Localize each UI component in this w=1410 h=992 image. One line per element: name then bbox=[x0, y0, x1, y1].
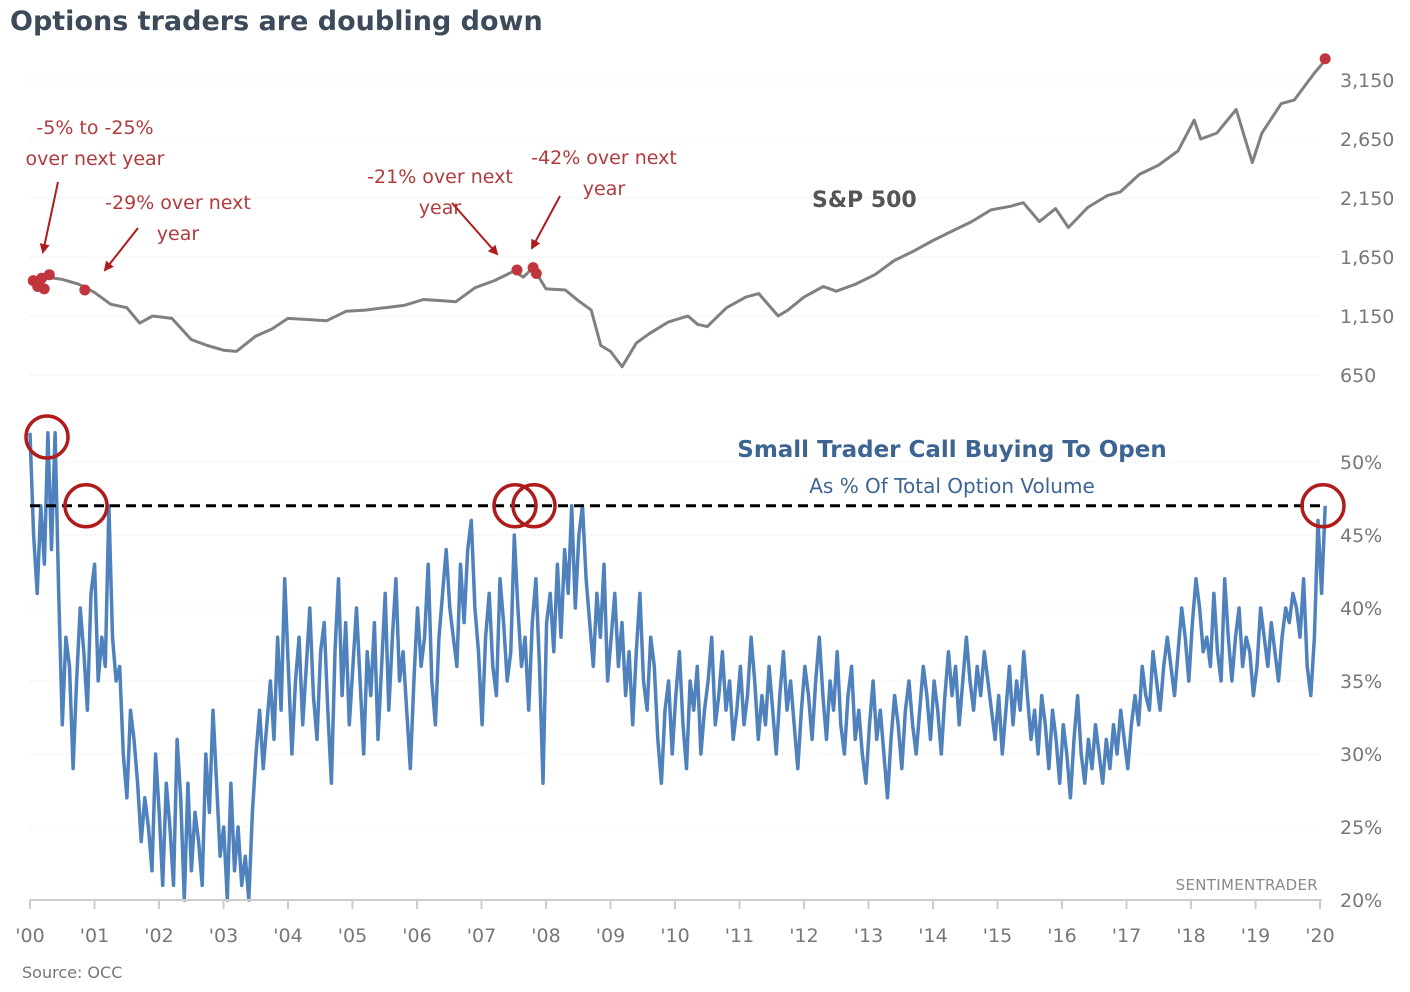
call-y-axis: 20% 25% 30% 35% 40% 45% 50% bbox=[1340, 452, 1382, 912]
annotation-text: -21% over next bbox=[367, 166, 513, 188]
signal-dot bbox=[38, 283, 50, 295]
call-y-tick-label: 20% bbox=[1340, 890, 1382, 912]
signal-dot bbox=[530, 268, 542, 280]
x-tick-label: '15 bbox=[983, 925, 1012, 947]
x-tick-label: '19 bbox=[1241, 925, 1270, 947]
extreme-circle bbox=[24, 414, 70, 460]
x-tick-label: '10 bbox=[660, 925, 689, 947]
watermark: SENTIMENTRADER bbox=[1176, 876, 1318, 894]
spx-y-tick-label: 2,150 bbox=[1340, 188, 1394, 210]
call-y-tick-label: 30% bbox=[1340, 744, 1382, 766]
extreme-circle bbox=[63, 483, 109, 529]
call-buying-line bbox=[28, 431, 1327, 902]
spx-y-tick-label: 2,650 bbox=[1340, 129, 1394, 151]
x-tick-label: '16 bbox=[1047, 925, 1076, 947]
spx-series-label: S&P 500 bbox=[812, 188, 917, 213]
extreme-circle bbox=[1300, 483, 1346, 529]
x-tick-label: '03 bbox=[209, 925, 238, 947]
x-tick-label: '08 bbox=[531, 925, 560, 947]
x-tick-label: '00 bbox=[15, 925, 44, 947]
call-y-tick-label: 35% bbox=[1340, 671, 1382, 693]
extreme-circle bbox=[511, 483, 557, 529]
annotation-text: year bbox=[157, 223, 200, 245]
annotation-text: year bbox=[583, 178, 626, 200]
x-tick-label: '06 bbox=[402, 925, 431, 947]
x-tick-label: '01 bbox=[80, 925, 109, 947]
call-series-subtitle: As % Of Total Option Volume bbox=[809, 474, 1095, 498]
x-tick-label: '20 bbox=[1305, 925, 1334, 947]
signal-dot bbox=[511, 264, 523, 276]
spx-gridlines bbox=[30, 79, 1322, 376]
spx-signal-dots bbox=[27, 53, 1331, 296]
signal-dot bbox=[43, 269, 55, 281]
annotation-text: over next year bbox=[26, 148, 165, 170]
x-tick-label: '02 bbox=[144, 925, 173, 947]
x-tick-label: '11 bbox=[725, 925, 754, 947]
annotation-text: -5% to -25% bbox=[36, 117, 153, 139]
annotation-text: year bbox=[419, 197, 462, 219]
chart-title: Options traders are doubling down bbox=[10, 6, 543, 37]
spx-y-tick-label: 1,150 bbox=[1340, 306, 1394, 328]
call-y-tick-label: 50% bbox=[1340, 452, 1382, 474]
signal-dot bbox=[1319, 53, 1331, 65]
annotation-arrow bbox=[103, 227, 139, 272]
spx-y-axis: 650 1,150 1,650 2,150 2,650 3,150 bbox=[1340, 70, 1394, 387]
x-tick-label: '12 bbox=[789, 925, 818, 947]
x-tick-label: '13 bbox=[854, 925, 883, 947]
annotation-arrow bbox=[531, 195, 561, 250]
annotation-arrow bbox=[39, 181, 59, 254]
call-y-tick-label: 40% bbox=[1340, 598, 1382, 620]
x-tick-label: '04 bbox=[273, 925, 302, 947]
annotation-text: -29% over next bbox=[105, 192, 251, 214]
annotation-arrow bbox=[451, 202, 499, 256]
call-y-tick-label: 45% bbox=[1340, 525, 1382, 547]
x-tick-label: '14 bbox=[918, 925, 947, 947]
extreme-circle bbox=[492, 483, 538, 529]
x-axis: '00 '01 '02 '03 '04 '05 '06 '07 '08 '09 '10 '11 '12 '… bbox=[15, 899, 1335, 947]
x-tick-label: '09 bbox=[596, 925, 625, 947]
x-tick-label: '17 bbox=[1112, 925, 1141, 947]
x-tick-label: '07 bbox=[467, 925, 496, 947]
call-y-tick-label: 25% bbox=[1340, 817, 1382, 839]
spx-line bbox=[29, 57, 1328, 369]
x-tick-label: '05 bbox=[338, 925, 367, 947]
extreme-circles bbox=[24, 414, 1346, 529]
call-gridlines bbox=[30, 461, 1322, 828]
x-tick-label: '18 bbox=[1176, 925, 1205, 947]
signal-dot bbox=[79, 284, 91, 296]
call-series-title: Small Trader Call Buying To Open bbox=[737, 437, 1167, 463]
spx-y-tick-label: 1,650 bbox=[1340, 247, 1394, 269]
spx-annotations: -5% to -25% over next year -29% over next y… bbox=[26, 117, 677, 272]
spx-y-tick-label: 3,150 bbox=[1340, 70, 1394, 92]
source-note: Source: OCC bbox=[22, 963, 122, 982]
spx-y-tick-label: 650 bbox=[1340, 365, 1376, 387]
annotation-text: -42% over next bbox=[531, 147, 677, 169]
